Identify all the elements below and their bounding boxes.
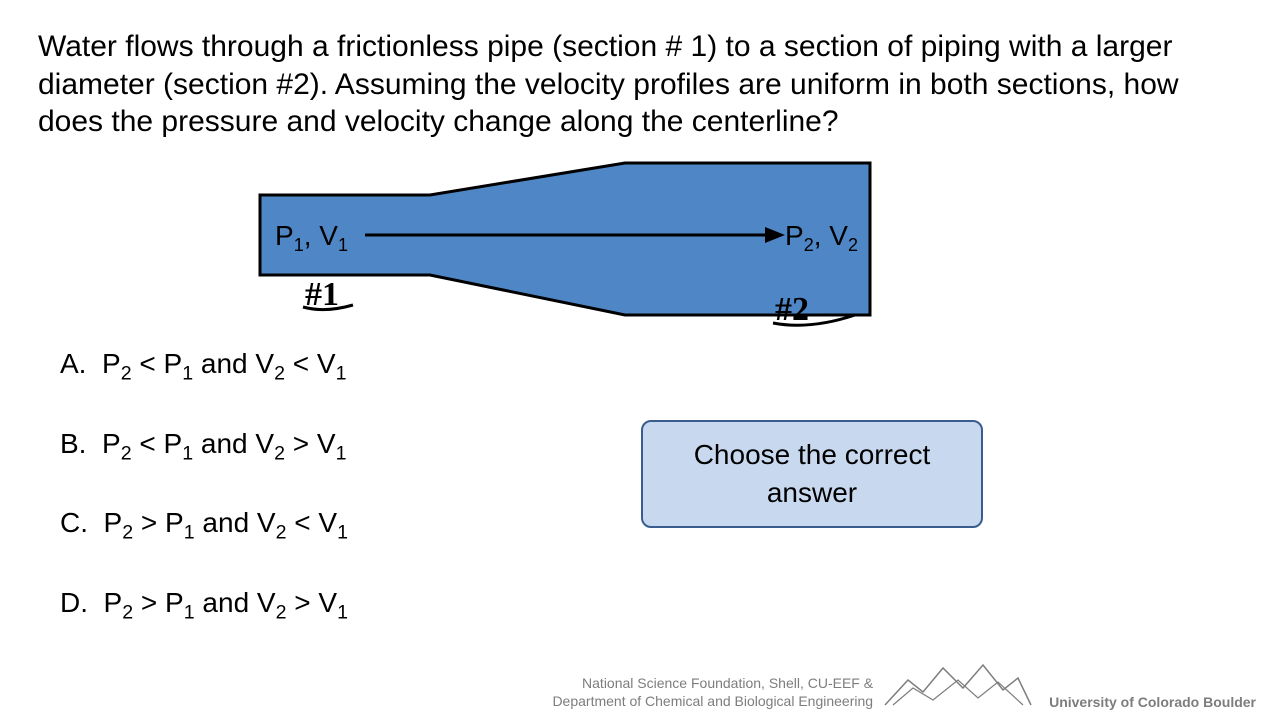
mountain-icon [883, 660, 1033, 710]
prompt-box[interactable]: Choose the correct answer [641, 420, 983, 528]
prompt-text: Choose the correct answer [655, 436, 969, 512]
v-rel: < [293, 348, 309, 379]
right-pv-label: P2, V2 [785, 220, 858, 255]
answer-letter: D. [60, 587, 88, 618]
footer-line2: Department of Chemical and Biological En… [552, 692, 873, 710]
answer-a[interactable]: A. P2 < P1 and V2 < V1 [60, 348, 348, 386]
answer-c[interactable]: C. P2 > P1 and V2 < V1 [60, 507, 348, 545]
left-pv-label: P1, V1 [275, 220, 348, 255]
v-rel: < [294, 507, 310, 538]
footer-ucb: University of Colorado Boulder [1049, 694, 1256, 710]
footer-credits: National Science Foundation, Shell, CU-E… [552, 674, 873, 710]
p-rel: > [141, 507, 157, 538]
answer-letter: B. [60, 428, 86, 459]
question-text: Water flows through a frictionless pipe … [38, 28, 1220, 141]
answer-d[interactable]: D. P2 > P1 and V2 > V1 [60, 587, 348, 625]
answer-letter: A. [60, 348, 86, 379]
answer-b[interactable]: B. P2 < P1 and V2 > V1 [60, 428, 348, 466]
p-rel: < [139, 348, 155, 379]
v-rel: > [294, 587, 310, 618]
answer-letter: C. [60, 507, 88, 538]
p-rel: > [141, 587, 157, 618]
pipe-diagram: P1, V1 P2, V2 #1 #2 [255, 155, 875, 335]
footer: National Science Foundation, Shell, CU-E… [552, 660, 1256, 710]
footer-line1: National Science Foundation, Shell, CU-E… [552, 674, 873, 692]
p-rel: < [139, 428, 155, 459]
section-2-mark: #2 [775, 291, 809, 328]
answer-list: A. P2 < P1 and V2 < V1 B. P2 < P1 and V2… [60, 348, 348, 624]
v-rel: > [293, 428, 309, 459]
